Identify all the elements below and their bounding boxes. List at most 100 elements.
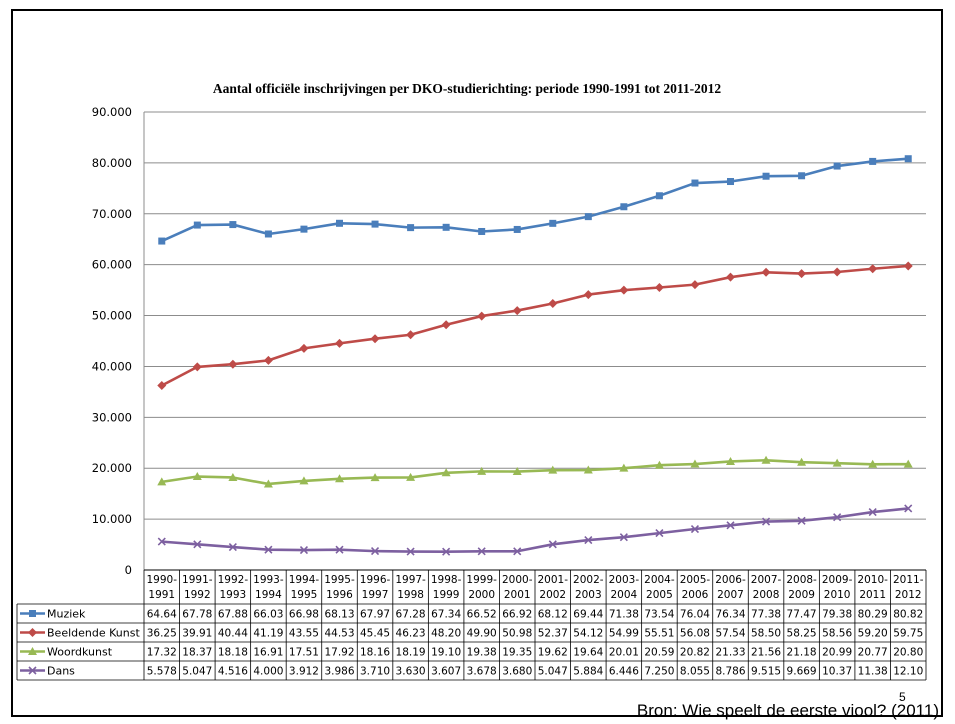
data-label: 69.44: [573, 609, 603, 621]
data-point: [157, 381, 167, 391]
data-label: 10.37: [822, 666, 852, 678]
x-tick-label: 2000: [468, 589, 495, 601]
data-label: 19.35: [502, 647, 532, 659]
data-label: 79.38: [822, 609, 852, 621]
data-label: 3.630: [396, 666, 426, 678]
data-point: [264, 545, 273, 554]
data-label: 5.047: [538, 666, 568, 678]
data-label: 58.25: [787, 628, 817, 640]
chart-title: Aantal officiële inschrijvingen per DKO-…: [213, 81, 721, 96]
data-label: 11.38: [858, 666, 888, 678]
data-point: [192, 472, 202, 481]
data-label: 20.77: [858, 647, 888, 659]
data-point: [903, 459, 913, 468]
data-point: [903, 261, 913, 271]
data-point: [335, 338, 344, 348]
data-label: 56.08: [680, 628, 710, 640]
y-tick-label: 20.000: [92, 461, 132, 475]
data-label: 3.710: [360, 666, 390, 678]
data-label: 9.669: [787, 666, 817, 678]
data-label: 4.000: [253, 666, 283, 678]
x-tick-label: 1992: [184, 589, 211, 601]
y-tick-label: 30.000: [92, 410, 132, 424]
data-point: [157, 477, 167, 486]
data-point: [584, 535, 593, 545]
series-line: [161, 157, 909, 243]
data-point: [583, 290, 593, 300]
x-tick-label: 1991: [148, 589, 175, 601]
data-point: [441, 468, 451, 477]
x-tick-label: 1998-: [431, 574, 462, 586]
x-tick-label: 1999-: [466, 574, 497, 586]
x-tick-label: 1996-: [360, 574, 391, 586]
data-label: 59.75: [893, 628, 923, 640]
x-tick-label: 2003-: [609, 574, 640, 586]
data-label: 21.56: [751, 647, 781, 659]
data-label: 19.64: [573, 647, 603, 659]
data-point: [264, 230, 272, 238]
data-point: [406, 547, 415, 556]
data-point: [583, 465, 593, 474]
data-label: 3.986: [324, 666, 354, 678]
x-tick-label: 1991-: [182, 574, 213, 586]
data-point: [299, 343, 309, 353]
x-tick-label: 2008-: [786, 574, 817, 586]
data-point: [548, 540, 557, 549]
x-tick-label: 2007: [717, 589, 744, 601]
data-label: 5.884: [573, 666, 603, 678]
data-label: 66.92: [502, 609, 532, 621]
data-label: 8.055: [680, 666, 710, 678]
data-label: 18.19: [396, 647, 426, 659]
data-label: 67.28: [396, 609, 426, 621]
data-label: 43.55: [289, 628, 319, 640]
data-label: 17.51: [289, 647, 319, 659]
data-label: 57.54: [715, 628, 745, 640]
data-label: 67.97: [360, 609, 390, 621]
x-tick-label: 1997-: [395, 574, 426, 586]
data-point: [726, 521, 735, 530]
slide-frame: [11, 9, 943, 717]
data-label: 54.99: [609, 628, 639, 640]
data-point: [833, 513, 842, 522]
data-point: [690, 459, 700, 468]
legend-label: Muziek: [47, 608, 86, 621]
data-label: 3.607: [431, 666, 461, 678]
data-point: [868, 264, 878, 274]
data-label: 39.91: [182, 628, 212, 640]
data-label: 6.446: [609, 666, 639, 678]
data-label: 18.16: [360, 647, 390, 659]
data-point: [904, 504, 913, 513]
data-point: [620, 203, 628, 211]
data-label: 66.52: [467, 609, 497, 621]
data-point: [690, 524, 700, 534]
data-point: [797, 269, 807, 279]
data-label: 8.786: [715, 666, 745, 678]
x-tick-label: 1996: [326, 589, 353, 601]
data-point: [549, 219, 557, 227]
data-point: [228, 359, 238, 369]
data-point: [158, 237, 166, 245]
data-point: [157, 537, 166, 546]
x-tick-label: 2000-: [502, 574, 533, 586]
data-label: 58.56: [822, 628, 852, 640]
data-point: [193, 540, 202, 549]
data-label: 58.50: [751, 628, 781, 640]
data-label: 73.54: [644, 609, 674, 621]
data-point: [229, 221, 237, 229]
data-label: 20.80: [893, 647, 923, 659]
data-label: 48.20: [431, 628, 461, 640]
y-tick-label: 0: [125, 563, 132, 577]
data-point: [513, 225, 521, 233]
data-point: [548, 465, 558, 474]
data-point: [761, 517, 771, 526]
data-label: 55.51: [644, 628, 674, 640]
data-point: [584, 213, 592, 221]
data-point: [407, 224, 415, 232]
data-label: 5.047: [182, 666, 212, 678]
data-label: 36.25: [147, 628, 177, 640]
data-label: 77.38: [751, 609, 781, 621]
data-label: 19.62: [538, 647, 568, 659]
data-label: 44.53: [324, 628, 354, 640]
data-point: [690, 280, 700, 290]
data-label: 80.82: [893, 609, 923, 621]
